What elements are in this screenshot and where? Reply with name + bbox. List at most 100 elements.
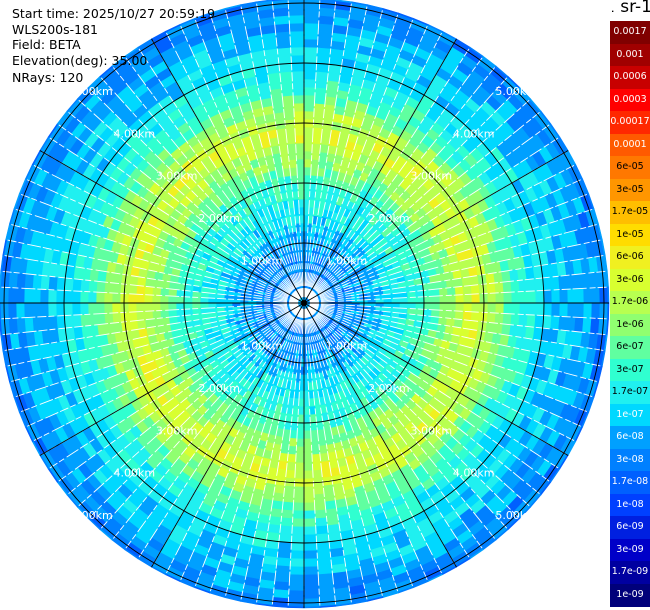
ppi-cell bbox=[303, 94, 316, 104]
ppi-cell bbox=[95, 302, 105, 315]
ppi-cell bbox=[296, 174, 305, 184]
ppi-cell bbox=[289, 574, 305, 584]
ppi-cell bbox=[295, 454, 305, 464]
ppi-cell bbox=[159, 302, 169, 311]
ppi-cell bbox=[167, 302, 177, 311]
ppi-cell bbox=[95, 313, 106, 326]
ppi-cell bbox=[303, 494, 315, 504]
ppi-cell bbox=[297, 182, 305, 192]
range-ring-label: 5.00km bbox=[71, 85, 113, 98]
ppi-cell bbox=[303, 102, 315, 112]
ppi-cell bbox=[527, 290, 537, 304]
colorbar-tick-label: 1e-07 bbox=[616, 408, 644, 420]
range-ring-label: 3.00km bbox=[156, 424, 198, 437]
ppi-cell bbox=[103, 302, 113, 314]
ppi-cell bbox=[303, 198, 310, 208]
ppi-cell bbox=[311, 150, 321, 161]
ppi-cell bbox=[311, 142, 322, 153]
ppi-cell bbox=[423, 295, 433, 304]
ppi-cell bbox=[199, 297, 209, 304]
ppi-cell bbox=[79, 279, 90, 293]
ppi-cell bbox=[111, 282, 122, 294]
range-ring-label: 4.00km bbox=[114, 467, 156, 480]
ppi-cell bbox=[288, 437, 298, 448]
ppi-cell bbox=[495, 302, 505, 314]
range-ring-label: 1.00km bbox=[241, 339, 283, 352]
ppi-cell bbox=[293, 110, 305, 120]
ppi-cell bbox=[303, 518, 317, 528]
ppi-cell bbox=[303, 142, 313, 152]
ppi-cell bbox=[293, 486, 305, 496]
ppi-cell bbox=[454, 285, 465, 296]
ppi-cell bbox=[463, 293, 473, 304]
ppi-cell bbox=[559, 288, 569, 304]
ppi-cell bbox=[293, 102, 305, 112]
ppi-cell bbox=[128, 275, 139, 286]
ppi-cell bbox=[407, 290, 417, 298]
ppi-cell bbox=[438, 309, 449, 319]
ppi-cell bbox=[527, 302, 537, 316]
ppi-cell bbox=[311, 445, 321, 456]
ppi-cell bbox=[289, 38, 305, 48]
ppi-cell bbox=[295, 142, 305, 152]
ppi-cell bbox=[56, 315, 66, 330]
ppi-cell bbox=[282, 102, 295, 113]
ppi-cell bbox=[276, 47, 292, 57]
range-ring-label: 5.00km bbox=[495, 509, 537, 522]
ppi-cell bbox=[199, 302, 209, 309]
elevation-label: Elevation(deg): 35.00 bbox=[12, 53, 148, 68]
ppi-cell bbox=[462, 285, 473, 295]
ppi-cell bbox=[40, 316, 50, 331]
ppi-cell bbox=[290, 542, 305, 552]
ppi-cell bbox=[16, 317, 26, 334]
ppi-cell bbox=[447, 302, 457, 312]
ppi-cell bbox=[321, 468, 332, 479]
ppi-cell bbox=[558, 316, 568, 331]
ppi-cell bbox=[285, 126, 296, 137]
colorbar-tick-label: 6e-09 bbox=[616, 521, 644, 533]
ppi-cell bbox=[281, 501, 294, 512]
ppi-cell bbox=[278, 63, 293, 73]
ppi-cell bbox=[303, 606, 321, 609]
ppi-cell bbox=[289, 558, 305, 568]
ppi-cell bbox=[313, 102, 326, 113]
ppi-cell bbox=[303, 430, 312, 440]
ppi-cell bbox=[518, 313, 529, 327]
ppi-cell bbox=[303, 542, 318, 552]
range-ring-label: 2.00km bbox=[368, 382, 410, 395]
range-ring-label: 2.00km bbox=[198, 212, 240, 225]
ppi-cell bbox=[296, 166, 305, 176]
ppi-cell bbox=[287, 150, 297, 161]
ppi-cell bbox=[303, 158, 312, 168]
ppi-cell bbox=[303, 582, 320, 592]
colorbar-tick-label: 6e-05 bbox=[616, 161, 644, 173]
range-ring-label: 5.00km bbox=[495, 85, 537, 98]
ppi-cell bbox=[315, 533, 330, 543]
ppi-cell bbox=[103, 292, 113, 304]
ppi-cell bbox=[167, 295, 177, 304]
ppi-cell bbox=[64, 314, 74, 329]
ppi-cell bbox=[455, 302, 465, 312]
ppi-cell bbox=[79, 313, 90, 327]
ppi-cell bbox=[303, 558, 319, 568]
ppi-cell bbox=[274, 573, 291, 583]
field-label: Field: BETA bbox=[12, 37, 81, 52]
ppi-cell bbox=[423, 302, 433, 311]
ppi-cell bbox=[543, 302, 553, 317]
range-ring-label: 2.00km bbox=[198, 382, 240, 395]
ppi-cell bbox=[280, 78, 294, 89]
ppi-cell bbox=[303, 438, 312, 448]
ppi-cell bbox=[511, 302, 521, 315]
ppi-cell bbox=[471, 302, 481, 313]
ppi-cell bbox=[502, 280, 513, 293]
ppi-cell bbox=[288, 590, 305, 600]
ppi-cell bbox=[151, 302, 161, 312]
ppi-cell bbox=[288, 6, 305, 16]
ppi-cell bbox=[288, 14, 305, 24]
ppi-cell bbox=[574, 316, 584, 333]
ppi-cell bbox=[293, 494, 305, 504]
ppi-cell bbox=[32, 316, 42, 332]
ppi-cell bbox=[128, 320, 139, 331]
ppi-cell bbox=[519, 302, 529, 316]
ppi-cell bbox=[294, 470, 305, 480]
